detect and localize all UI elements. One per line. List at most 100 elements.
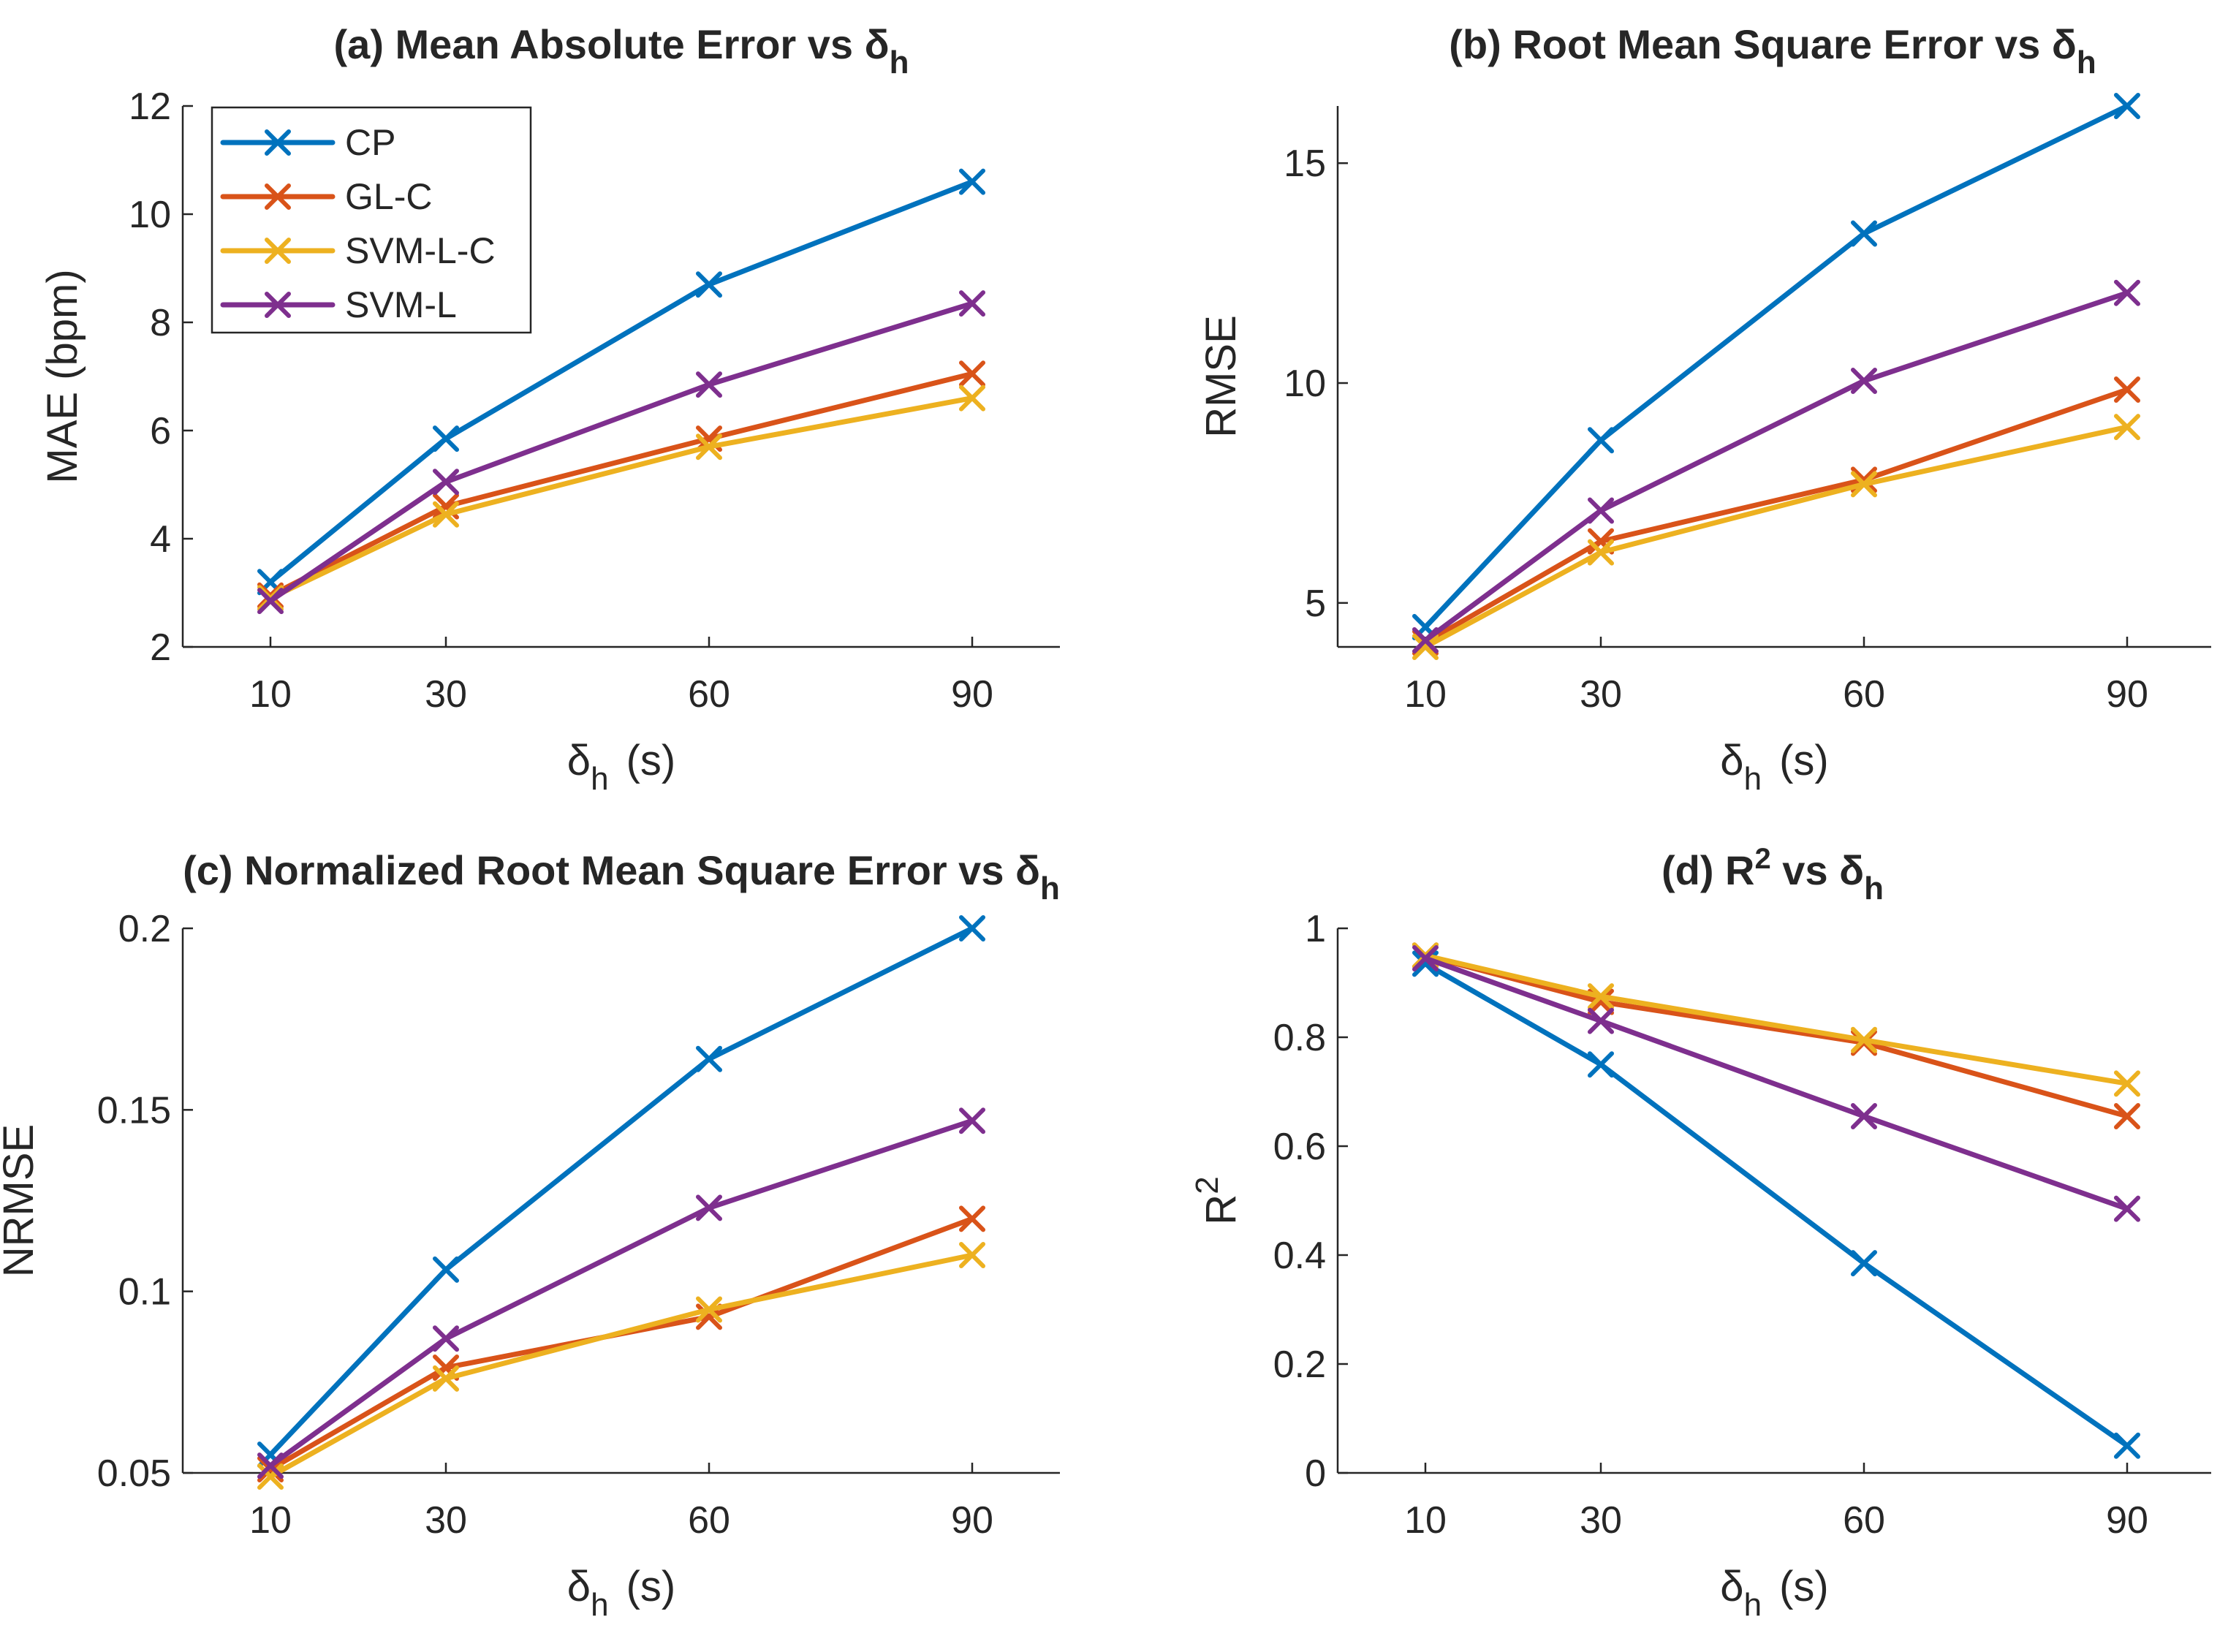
y-tick-label: 0.2 (1273, 1344, 1326, 1386)
x-marker-stroke (2114, 93, 2140, 119)
x-marker-stroke (433, 469, 459, 496)
x-marker-stroke (696, 1194, 722, 1221)
x-tick-label: 10 (1404, 673, 1447, 716)
y-axis-label: RMSE (1197, 315, 1245, 438)
y-tick-label: 0.8 (1273, 1017, 1326, 1059)
x-marker-stroke (959, 360, 985, 387)
panel-b: 5 10 15 10 30 60 90 (b) Root Mean Square Error … (1197, 21, 2211, 797)
x-axis-label-subscript: h (591, 1587, 608, 1623)
data-point-svm-l (433, 1325, 459, 1352)
legend-entry-svm-l: SVM-L (220, 284, 457, 325)
data-point-cp (433, 1256, 459, 1283)
legend-entry-svm-l-c: SVM-L-C (220, 230, 496, 271)
legend-marker-stroke (265, 292, 291, 318)
x-marker-stroke (1588, 497, 1614, 524)
data-point-cp (1851, 1250, 1877, 1277)
x-marker-stroke (433, 493, 459, 520)
series-line-svm-l-c (1422, 952, 2130, 1086)
data-point-cp (959, 915, 985, 941)
data-point-svm-l (2114, 279, 2140, 306)
data-point-svm-l-c (1851, 471, 1877, 498)
x-marker-stroke (1588, 427, 1614, 454)
series-line-svm-l (268, 1118, 975, 1469)
legend-marker-stroke (265, 238, 291, 264)
data-point-cp (2114, 93, 2140, 119)
x-axis-label: δh (s) (1720, 737, 1828, 797)
x-marker-stroke (959, 1107, 985, 1134)
x-tick-label: 10 (249, 1499, 292, 1542)
x-marker-stroke (1588, 528, 1614, 555)
x-axis-label: δh (s) (1720, 1563, 1828, 1623)
y-tick-label: 8 (150, 302, 171, 344)
data-point-svm-l-c (959, 384, 985, 412)
x-marker-stroke (1588, 1007, 1614, 1034)
legend-marker-stroke (265, 183, 291, 210)
x-marker-stroke (2114, 1432, 2140, 1459)
x-marker-stroke (959, 168, 985, 195)
x-axis-label-subscript: h (1744, 761, 1762, 797)
x-marker-stroke (433, 1354, 459, 1381)
chart-title-subscript: h (890, 45, 909, 80)
chart-title-subscript: h (2077, 45, 2096, 80)
x-marker-stroke (1851, 220, 1877, 247)
chart-title-text: (a) Mean Absolute Error vs δ (334, 21, 890, 67)
x-marker-stroke (1588, 983, 1614, 1010)
chart-title-subscript: h (1864, 871, 1884, 906)
data-point-svm-l (1588, 497, 1614, 524)
series-line-svm-l-c (268, 395, 975, 601)
series-line-svm-l (1422, 955, 2130, 1212)
x-marker-stroke (1851, 1026, 1877, 1053)
x-marker-stroke (696, 371, 722, 398)
data-point-svm-l-c (1588, 539, 1614, 566)
x-tick-label: 90 (2106, 673, 2148, 716)
x-marker-stroke (2114, 1070, 2140, 1097)
x-tick-label: 90 (2106, 1499, 2148, 1542)
x-tick-label: 10 (1404, 1499, 1447, 1542)
legend: CP GL-C SVM-L-C SVM-L (211, 106, 532, 334)
x-marker-stroke (1588, 539, 1614, 566)
series-line-cp (1422, 103, 2130, 630)
panel-a: 2 4 6 8 10 12 10 30 60 90 (a) Mean Absolute Error … (39, 21, 1060, 797)
legend-entry-gl-c: GL-C (220, 176, 432, 217)
y-tick-label: 2 (150, 626, 171, 669)
y-tick-label: 0.4 (1273, 1235, 1326, 1277)
data-point-cp (1588, 1051, 1614, 1078)
y-axis-label-text: RMSE (1197, 315, 1245, 438)
data-point-cp (696, 271, 722, 298)
chart-title-subscript: h (1040, 871, 1060, 906)
data-point-svm-l-c (1412, 634, 1439, 660)
chart-title: (c) Normalized Root Mean Square Error vs… (183, 847, 1060, 906)
x-tick-label: 30 (425, 673, 467, 716)
x-tick-label: 30 (1580, 673, 1622, 716)
x-tick-label: 90 (951, 673, 993, 716)
series-line-cp (1422, 960, 2130, 1449)
data-point-svm-l-c (959, 1242, 985, 1268)
series-line-svm-l (268, 300, 975, 604)
y-tick-label: 10 (129, 194, 171, 236)
legend-label: CP (345, 122, 395, 163)
x-marker-stroke (257, 1452, 284, 1479)
x-marker-stroke (696, 425, 722, 452)
data-point-svm-l (433, 469, 459, 496)
x-axis-label: δh (s) (567, 737, 675, 797)
x-marker-stroke (959, 290, 985, 317)
x-axis-label-subscript: h (591, 761, 608, 797)
y-tick-label: 10 (1284, 363, 1326, 405)
y-tick-label: 0.15 (97, 1089, 171, 1132)
data-point-svm-l-c (696, 1296, 722, 1323)
data-point-cp (1588, 427, 1614, 454)
x-axis-label-unit: (s) (1779, 737, 1829, 784)
data-point-svm-l (696, 371, 722, 398)
x-marker-stroke (2114, 279, 2140, 306)
x-marker-stroke (2114, 376, 2140, 403)
x-axis-label-symbol: δ (567, 1563, 591, 1610)
x-marker-stroke (696, 271, 722, 298)
x-marker-stroke (959, 1205, 985, 1232)
series-line-svm-l-c (268, 1252, 975, 1479)
y-axis-label-text: NRMSE (0, 1124, 42, 1277)
y-axis-label-superscript: 2 (1189, 1176, 1225, 1194)
x-marker-stroke (1412, 626, 1439, 653)
x-axis-label-unit: (s) (1779, 1563, 1829, 1610)
x-marker-stroke (2114, 1103, 2140, 1130)
x-axis-label-unit: (s) (626, 1563, 676, 1610)
